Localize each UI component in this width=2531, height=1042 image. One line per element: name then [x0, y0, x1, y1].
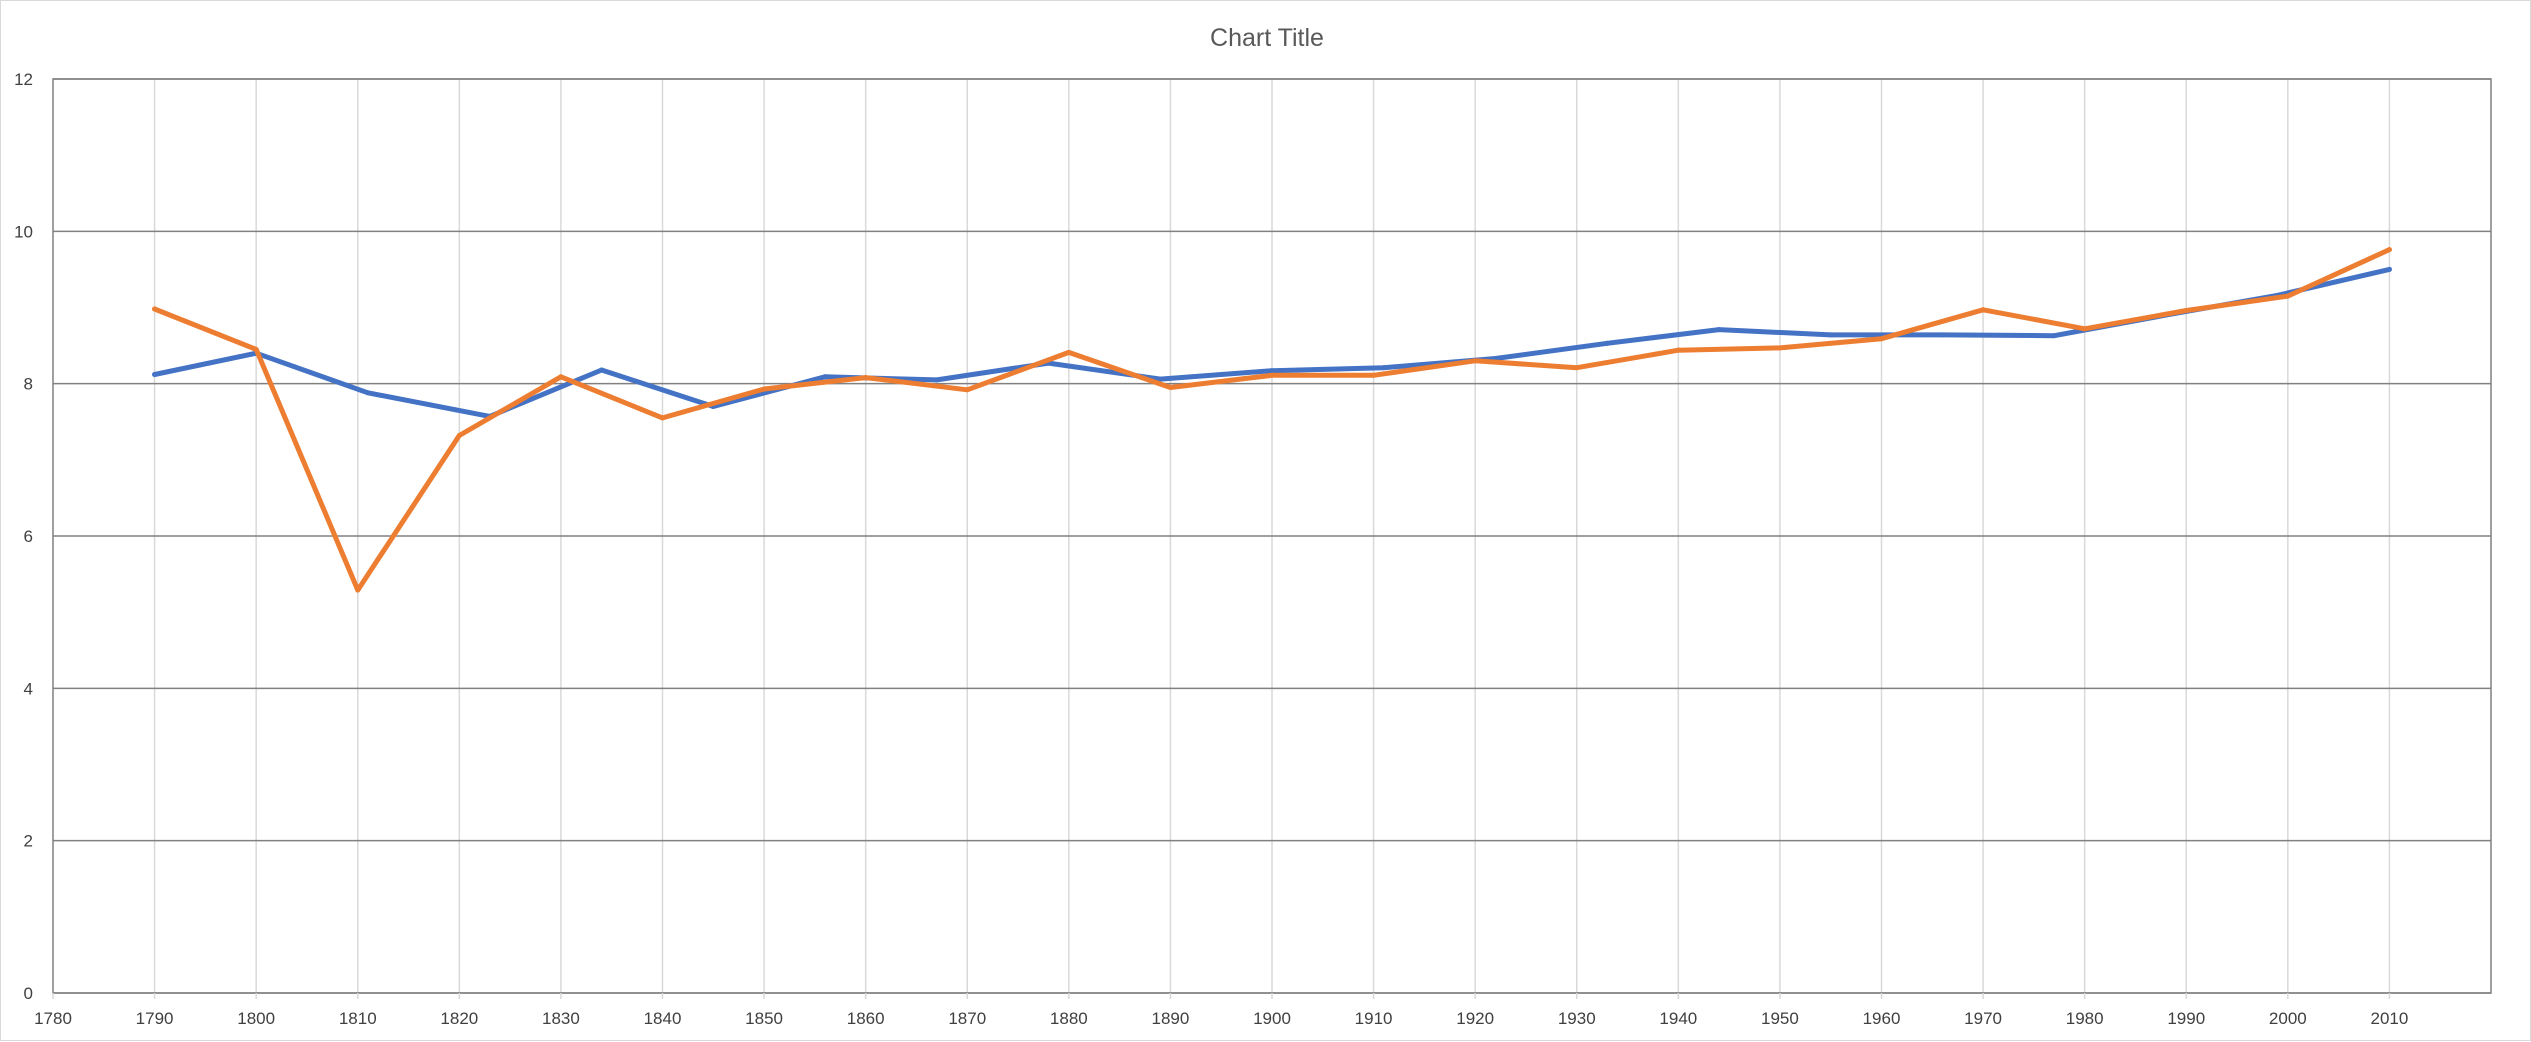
x-tick-label: 1860 — [847, 1009, 885, 1028]
x-tick-label: 1820 — [440, 1009, 478, 1028]
x-tick-label: 2000 — [2269, 1009, 2307, 1028]
x-tick-label: 1850 — [745, 1009, 783, 1028]
x-tick-label: 1930 — [1558, 1009, 1596, 1028]
chart-title: Chart Title — [1210, 24, 1324, 52]
series-2-point — [2386, 247, 2392, 253]
series-1-point — [822, 374, 828, 380]
series-2-point — [1269, 372, 1275, 378]
series-2-point — [355, 587, 361, 593]
series-2-point — [1066, 349, 1072, 355]
x-tick-label: 1800 — [237, 1009, 275, 1028]
series-2-point — [964, 387, 970, 393]
series-1-point — [1716, 327, 1722, 333]
y-tick-label: 10 — [14, 222, 33, 241]
x-tick-label: 1840 — [644, 1009, 682, 1028]
series-1-point — [1939, 332, 1945, 338]
series-2-point — [456, 432, 462, 438]
series-2-point — [1167, 384, 1173, 390]
x-tick-label: 1980 — [2066, 1009, 2104, 1028]
series-1-point — [2051, 333, 2057, 339]
x-tick-label: 2010 — [2371, 1009, 2409, 1028]
x-tick-label: 1880 — [1050, 1009, 1088, 1028]
series-1-point — [365, 390, 371, 396]
series-2-point — [1980, 307, 1986, 313]
x-tick-label: 1890 — [1152, 1009, 1190, 1028]
x-tick-label: 1910 — [1355, 1009, 1393, 1028]
series-1-point — [1381, 365, 1387, 371]
series-2-point — [558, 374, 564, 380]
series-1-point — [1157, 376, 1163, 382]
x-tick-label: 1790 — [136, 1009, 174, 1028]
y-tick-label: 12 — [14, 70, 33, 89]
series-1-point — [1828, 332, 1834, 338]
x-tick-label: 1970 — [1964, 1009, 2002, 1028]
y-tick-label: 6 — [24, 527, 33, 546]
series-2-point — [660, 415, 665, 421]
series-2-point — [1777, 345, 1783, 351]
series-1-point — [934, 377, 940, 383]
x-tick-label: 1780 — [34, 1009, 72, 1028]
series-lines — [152, 247, 2392, 593]
series-2-point — [1675, 347, 1681, 353]
series-1-point — [1604, 340, 1610, 346]
series-1-point — [599, 367, 605, 373]
y-tick-label: 0 — [24, 984, 33, 1003]
series-1-point — [2386, 266, 2392, 272]
x-tick-label: 1960 — [1863, 1009, 1901, 1028]
x-tick-label: 1870 — [948, 1009, 986, 1028]
series-2-point — [1371, 372, 1377, 378]
axes — [52, 78, 2492, 999]
series-2-point — [253, 346, 259, 352]
series-2-point — [1574, 365, 1580, 371]
series-1-point — [152, 372, 158, 378]
x-tick-label: 1830 — [542, 1009, 580, 1028]
series-2-point — [2183, 308, 2189, 314]
series-2-point — [761, 386, 767, 392]
gridlines — [53, 78, 2491, 994]
x-tick-label: 1950 — [1761, 1009, 1799, 1028]
x-tick-label: 1920 — [1456, 1009, 1494, 1028]
series-2-point — [863, 375, 869, 381]
x-tick-label: 1990 — [2167, 1009, 2205, 1028]
x-tick-label: 1810 — [339, 1009, 377, 1028]
series-2-point — [1472, 358, 1478, 364]
y-tick-label: 8 — [24, 375, 33, 394]
series-1-point — [1269, 368, 1275, 374]
series-2-point — [152, 306, 158, 312]
x-tick-label: 1940 — [1659, 1009, 1697, 1028]
series-2-point — [2285, 293, 2291, 299]
x-tick-label: 1900 — [1253, 1009, 1291, 1028]
y-tick-label: 2 — [24, 832, 33, 851]
tick-labels: 1780 1790 1800 1810 1820 1830 1840 1850 1860 1870… — [14, 70, 2408, 1028]
series-2-point — [1879, 336, 1884, 342]
y-tick-label: 4 — [24, 679, 33, 698]
series-2-point — [2082, 326, 2088, 332]
